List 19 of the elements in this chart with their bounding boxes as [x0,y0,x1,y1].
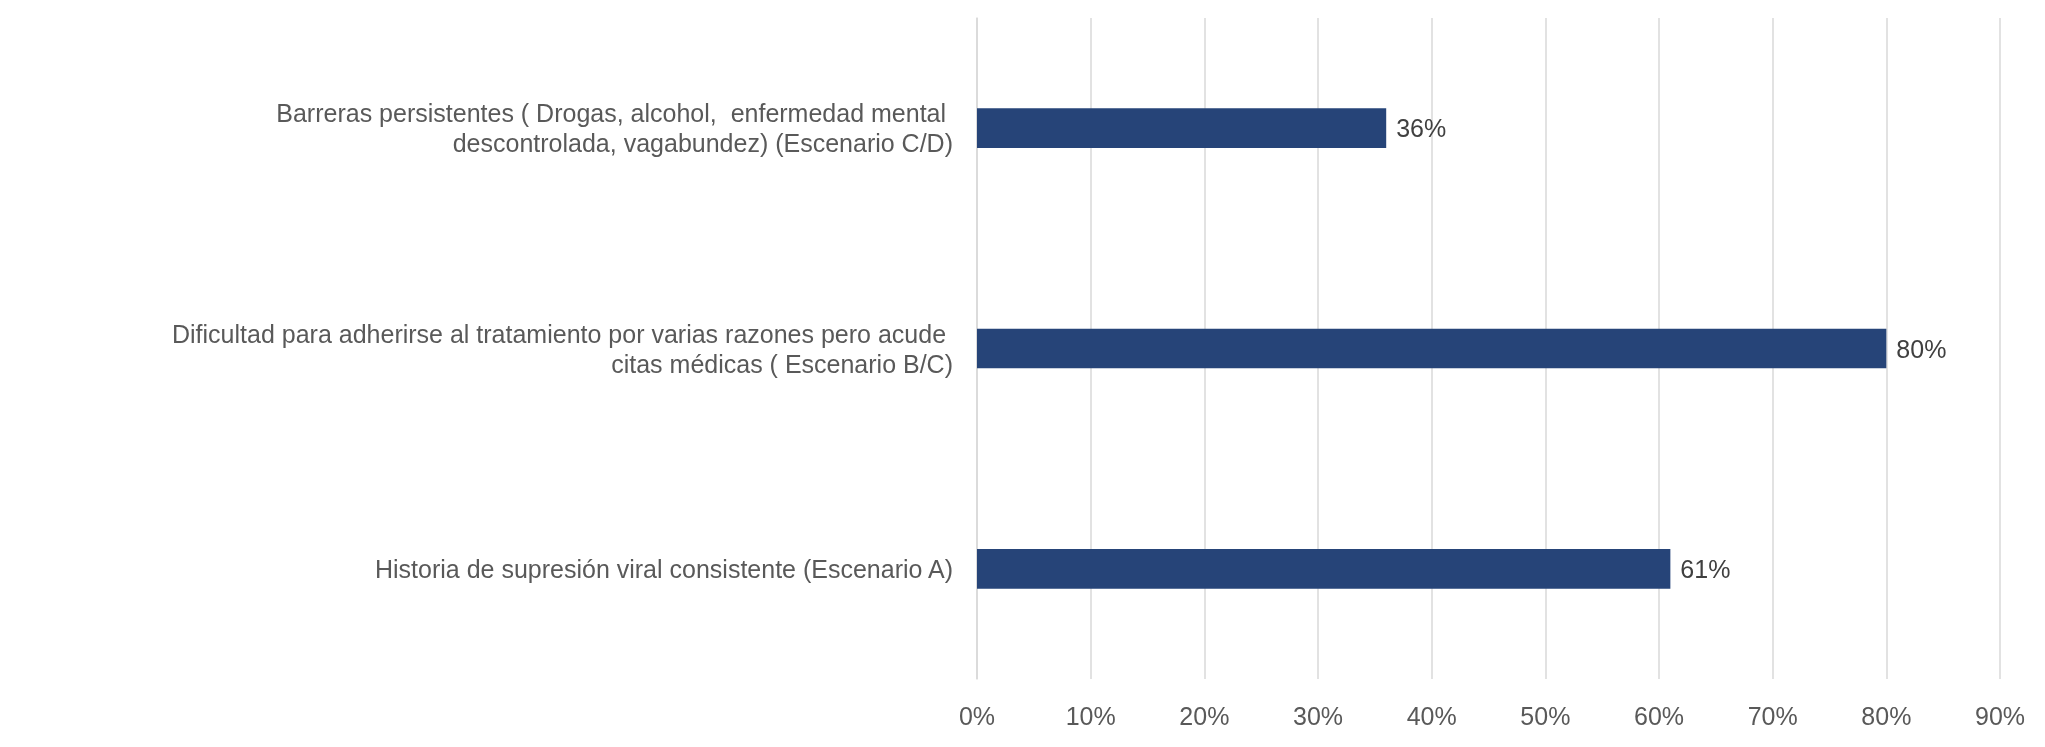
x-tick-label: 20% [1179,701,1230,730]
x-tick-label: 90% [1974,701,2026,730]
y-tick-label: Barreras persistentes ( Drogas, alcohol, enfermedad mental descontrolada, vagabundez) (Escenario C/D) [276,99,953,158]
y-tick-label: Dificultad para adherirse al tratamiento por varias razones pero acude citas médicas ( Escenario B/C) [172,319,953,378]
bar [977,108,1387,148]
x-tick-label: 0% [958,701,996,730]
data-label: 61% [1680,554,1731,583]
x-tick-label: 80% [1861,701,1912,730]
x-tick-label: 50% [1520,701,1571,730]
x-tick-label: 10% [1065,701,1116,730]
x-tick-label: 40% [1406,701,1457,730]
bar [977,549,1671,589]
data-label: 80% [1896,334,1947,363]
bar [977,328,1887,369]
data-label: 36% [1396,114,1447,143]
x-tick-label: 70% [1747,701,1798,730]
x-tick-label: 30% [1292,701,1344,730]
y-tick-label: Historia de supresión viral consistente (Escenario A) [374,554,953,583]
x-tick-label: 60% [1633,701,1685,730]
